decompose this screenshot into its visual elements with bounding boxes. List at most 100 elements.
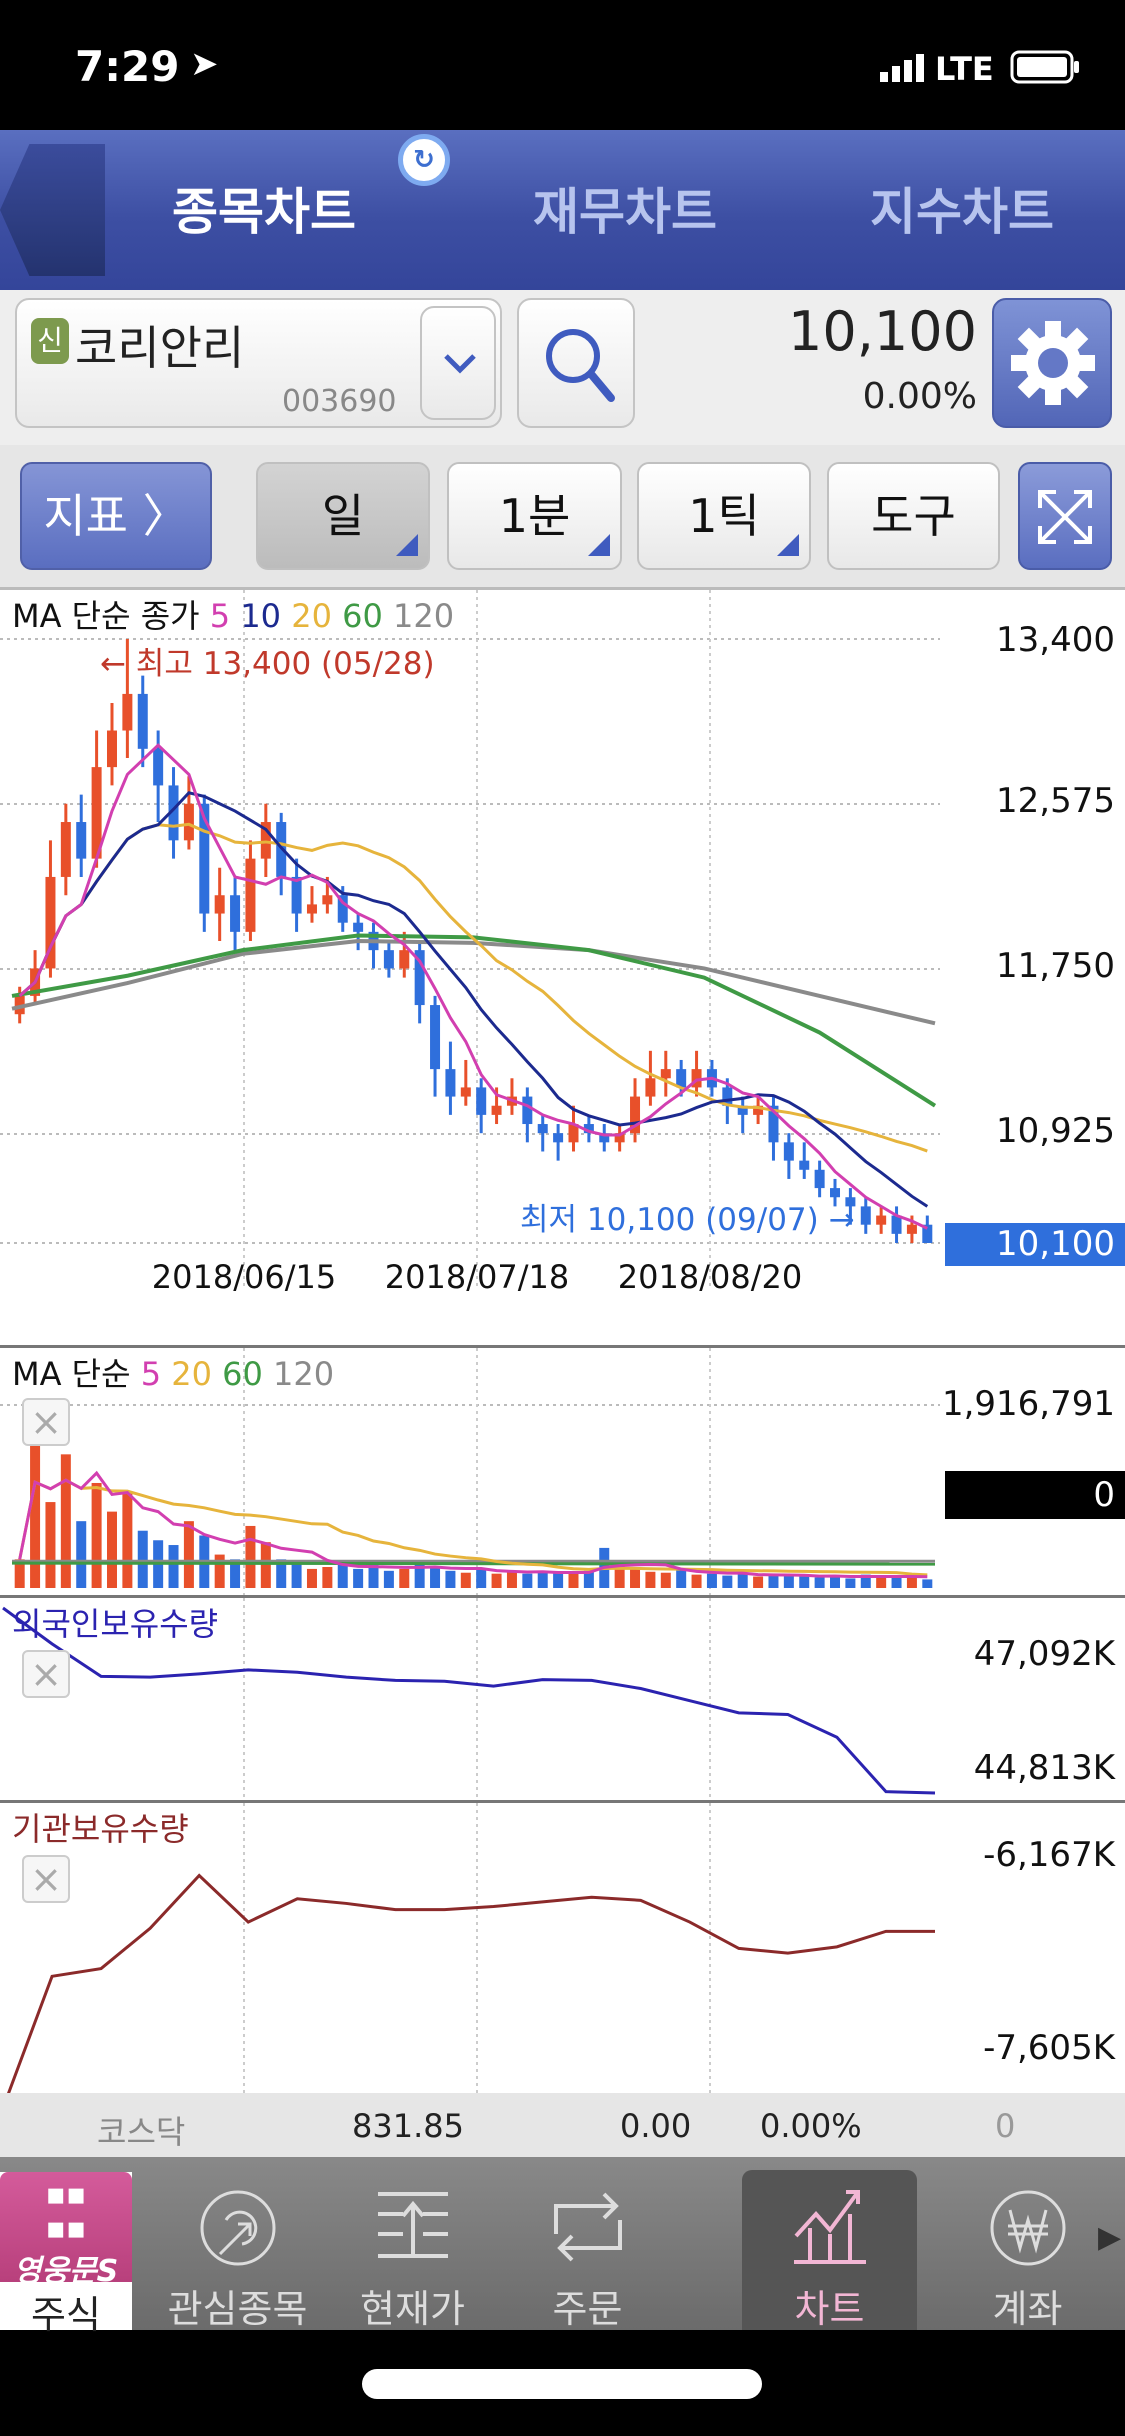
close-panel-button[interactable]: ×: [22, 1650, 70, 1698]
period-tick-button[interactable]: 1틱: [637, 462, 811, 570]
nav-item-account[interactable]: 계좌: [940, 2170, 1115, 2331]
candle-body: [306, 904, 317, 914]
search-button[interactable]: [517, 298, 635, 428]
volume-bar: [137, 1530, 148, 1588]
legend-prefix: MA 단순: [12, 1355, 131, 1393]
current-volume-marker: 0: [945, 1471, 1125, 1519]
scroll-right-icon[interactable]: ▶: [1098, 2220, 1122, 2255]
volume-bar: [583, 1570, 594, 1588]
volume-chart-panel[interactable]: MA 단순 5 20 60 120 × 1,916,791 0: [0, 1348, 1125, 1598]
volume-bar: [306, 1568, 317, 1588]
period-minute-button[interactable]: 1분: [447, 462, 622, 570]
nav-item-watchlist[interactable]: 관심종목: [150, 2170, 325, 2331]
candle-body: [76, 822, 87, 859]
candle-body: [476, 1087, 487, 1115]
candle-body: [45, 876, 56, 969]
price-chart-panel[interactable]: MA 단순 종가 5 10 20 60 120 13,400 12,575 11…: [0, 590, 1125, 1348]
chart-toolbar: 지표 〉 일 1분 1틱 도구: [0, 445, 1125, 590]
nav-label: 현재가: [360, 2287, 465, 2331]
legend-ma5: 5: [140, 1355, 162, 1393]
back-button[interactable]: [0, 144, 105, 276]
period-day-label: 일: [321, 489, 365, 543]
nav-label: 계좌: [992, 2287, 1063, 2331]
nav-label: 관심종목: [167, 2287, 308, 2331]
candle-body: [768, 1105, 779, 1143]
volume-bar: [799, 1576, 810, 1588]
volume-bar: [537, 1571, 548, 1588]
nav-item-stocks[interactable]: ▪▪ ▪▪ 영웅문S 주식: [0, 2172, 132, 2337]
candle-body: [383, 950, 394, 969]
candle-body: [722, 1087, 733, 1106]
price-chart[interactable]: [0, 590, 1125, 1345]
chart-type-tabs: 종목차트 ↻ 재무차트 지수차트: [0, 130, 1125, 290]
vol-ma5-line: [18, 1470, 928, 1579]
index-ticker-bar[interactable]: 코스닥 831.85 0.00 0.00% 0: [0, 2093, 1125, 2160]
nav-label: 차트: [794, 2287, 865, 2331]
candle-body: [553, 1133, 564, 1143]
candle-body: [660, 1069, 671, 1079]
won-icon: [990, 2190, 1065, 2266]
volume-chart[interactable]: [0, 1348, 1125, 1595]
nav-item-order[interactable]: 주문: [500, 2170, 675, 2331]
volume-bar: [768, 1575, 779, 1588]
candle-body: [568, 1124, 579, 1143]
candle-body: [168, 785, 179, 841]
nav-item-chart[interactable]: 차트: [742, 2170, 917, 2331]
tab-financial-chart[interactable]: 재무차트: [533, 183, 717, 241]
volume-bar: [737, 1572, 748, 1588]
volume-bar: [891, 1577, 902, 1588]
period-day-button[interactable]: 일: [256, 462, 430, 570]
tools-button[interactable]: 도구: [827, 462, 1000, 570]
legend-ma5: 5: [209, 597, 231, 635]
institution-holdings-chart[interactable]: [0, 1803, 1125, 2093]
candle-body: [599, 1133, 610, 1143]
high-price-note: ← 최고 13,400 (05/28): [100, 646, 435, 682]
volume-bar: [322, 1566, 333, 1588]
battery-icon: [1010, 50, 1080, 88]
institution-min-label: -7,605K: [983, 2028, 1115, 2068]
foreign-holdings-chart[interactable]: [0, 1598, 1125, 1800]
candle-body: [491, 1105, 502, 1115]
foreign-min-label: 44,813K: [973, 1748, 1115, 1788]
indicator-button[interactable]: 지표 〉: [20, 462, 212, 570]
y-tick-label: 13,400: [996, 620, 1115, 660]
volume-bar: [553, 1572, 564, 1588]
volume-bar: [45, 1502, 56, 1588]
y-tick-label: 11,750: [996, 946, 1115, 986]
nav-label: 주식: [31, 2293, 101, 2337]
foreign-holdings-panel[interactable]: 외국인보유수량 × 47,092K 44,813K: [0, 1598, 1125, 1803]
foreign-max-label: 47,092K: [973, 1634, 1115, 1674]
institution-holdings-panel[interactable]: 기관보유수량 × -6,167K -7,605K: [0, 1803, 1125, 2093]
stock-dropdown-button[interactable]: [420, 306, 496, 420]
bottom-nav: ▪▪ ▪▪ 영웅문S 주식 관심종목 현재가 주문 차트 계좌 ▶: [0, 2160, 1125, 2337]
close-panel-button[interactable]: ×: [22, 1855, 70, 1903]
nav-item-current-price[interactable]: 현재가: [325, 2170, 500, 2331]
settings-button[interactable]: [992, 298, 1112, 428]
candle-body: [199, 803, 210, 914]
candle-body: [753, 1105, 764, 1115]
volume-bar: [383, 1570, 394, 1588]
volume-bar: [122, 1492, 133, 1588]
tab-stock-chart[interactable]: 종목차트: [172, 183, 356, 241]
tab-index-chart[interactable]: 지수차트: [870, 183, 1054, 241]
clock: 7:29: [75, 42, 180, 91]
candle-body: [645, 1078, 656, 1097]
nav-label: 주문: [552, 2287, 623, 2331]
stock-select[interactable]: 신 코리안리 003690: [15, 298, 502, 428]
chart-icon: [793, 2190, 866, 2264]
candle-body: [906, 1224, 917, 1234]
candle-body: [876, 1215, 887, 1225]
volume-bar: [630, 1568, 641, 1588]
candle-body: [445, 1069, 456, 1097]
candle-body: [214, 895, 225, 914]
candle-body: [91, 767, 102, 859]
volume-bar: [214, 1554, 225, 1588]
candle-body: [106, 730, 117, 768]
index-change-percent: 0.00%: [760, 2107, 862, 2145]
close-panel-button[interactable]: ×: [22, 1398, 70, 1446]
fullscreen-button[interactable]: [1018, 462, 1112, 570]
x-tick-label: 2018/06/15: [151, 1258, 337, 1296]
refresh-badge-icon[interactable]: ↻: [398, 134, 450, 186]
home-indicator[interactable]: [362, 2369, 762, 2399]
swap-arrows-icon: [553, 2192, 622, 2262]
